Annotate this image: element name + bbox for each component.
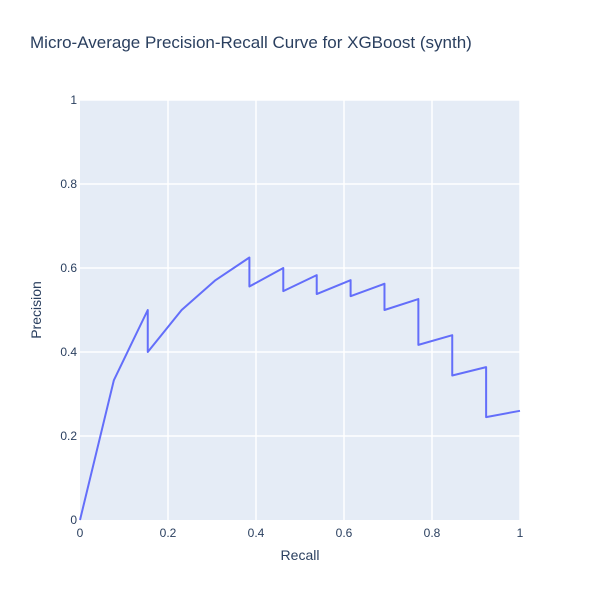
y-tick-label: 0.4: [60, 345, 77, 359]
y-tick-label: 0: [70, 513, 77, 527]
x-tick-label: 0.4: [248, 526, 265, 540]
y-tick-label: 0.8: [60, 177, 77, 191]
series-layer: [79, 256, 521, 521]
x-tick-label: 1: [517, 526, 524, 540]
x-tick-label: 0: [77, 526, 84, 540]
x-tick-label: 0.2: [160, 526, 177, 540]
y-tick-label: 1: [70, 93, 77, 107]
x-axis-ticks: 0 0.2 0.4 0.6 0.8 1: [77, 526, 524, 540]
x-tick-label: 0.6: [336, 526, 353, 540]
y-axis-label: Precision: [28, 281, 44, 339]
y-tick-label: 0.2: [60, 429, 77, 443]
pr-curve-line: [79, 256, 521, 521]
y-tick-label: 0.6: [60, 261, 77, 275]
x-axis-label: Recall: [281, 547, 320, 563]
gridlines: [80, 99, 521, 520]
y-axis-ticks: 0 0.2 0.4 0.6 0.8 1: [60, 93, 77, 527]
x-tick-label: 0.8: [424, 526, 441, 540]
chart-title: Micro-Average Precision-Recall Curve for…: [30, 33, 472, 52]
plot-area: [80, 100, 520, 520]
